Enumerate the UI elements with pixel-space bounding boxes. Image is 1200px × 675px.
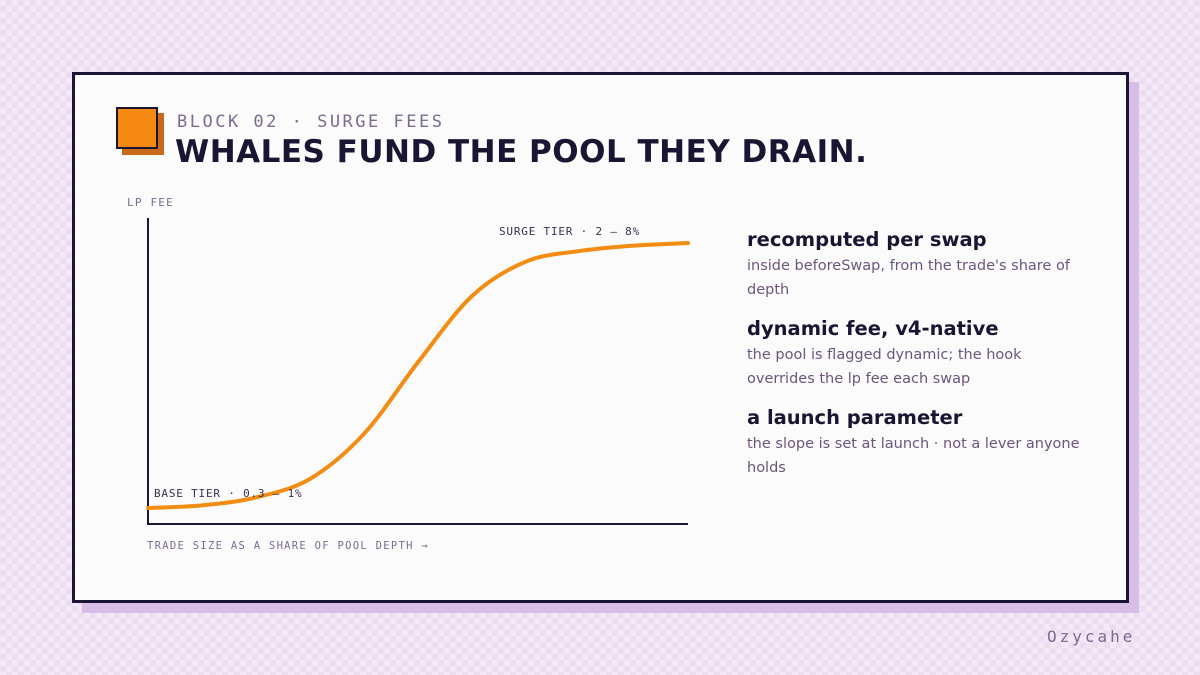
point-title: dynamic fee, v4-native [747, 317, 999, 340]
point-title: a launch parameter [747, 406, 963, 429]
point-title: recomputed per swap [747, 228, 987, 251]
slide-card [72, 72, 1129, 603]
point-recomputed: recomputed per swap inside beforeSwap, f… [747, 226, 1087, 302]
y-axis-label: LP FEE [127, 196, 174, 209]
base-tier-label: BASE TIER · 0.3 — 1% [154, 487, 302, 500]
orange-square-badge [116, 107, 158, 149]
surge-tier-label: SURGE TIER · 2 — 8% [499, 225, 640, 238]
point-body: the pool is flagged dynamic; the hook ov… [747, 347, 1022, 387]
fee-curve-chart: LP FEE SURGE TIER · 2 — 8% BASE TIER · 0… [127, 196, 690, 552]
author-signature: Ozycahe [1047, 627, 1136, 646]
slide-title: WHALES FUND THE POOL THEY DRAIN. [175, 134, 868, 170]
point-launch-parameter: a launch parameter the slope is set at l… [747, 404, 1087, 480]
point-body: the slope is set at launch · not a lever… [747, 436, 1080, 476]
point-dynamic-fee: dynamic fee, v4-native the pool is flagg… [747, 315, 1087, 391]
slide-eyebrow: BLOCK 02 · SURGE FEES [177, 112, 445, 132]
fee-curve-line [146, 241, 690, 510]
x-axis-label: TRADE SIZE AS A SHARE OF POOL DEPTH → [147, 540, 429, 552]
point-body: inside beforeSwap, from the trade's shar… [747, 258, 1070, 298]
explanation-list: recomputed per swap inside beforeSwap, f… [747, 226, 1087, 493]
